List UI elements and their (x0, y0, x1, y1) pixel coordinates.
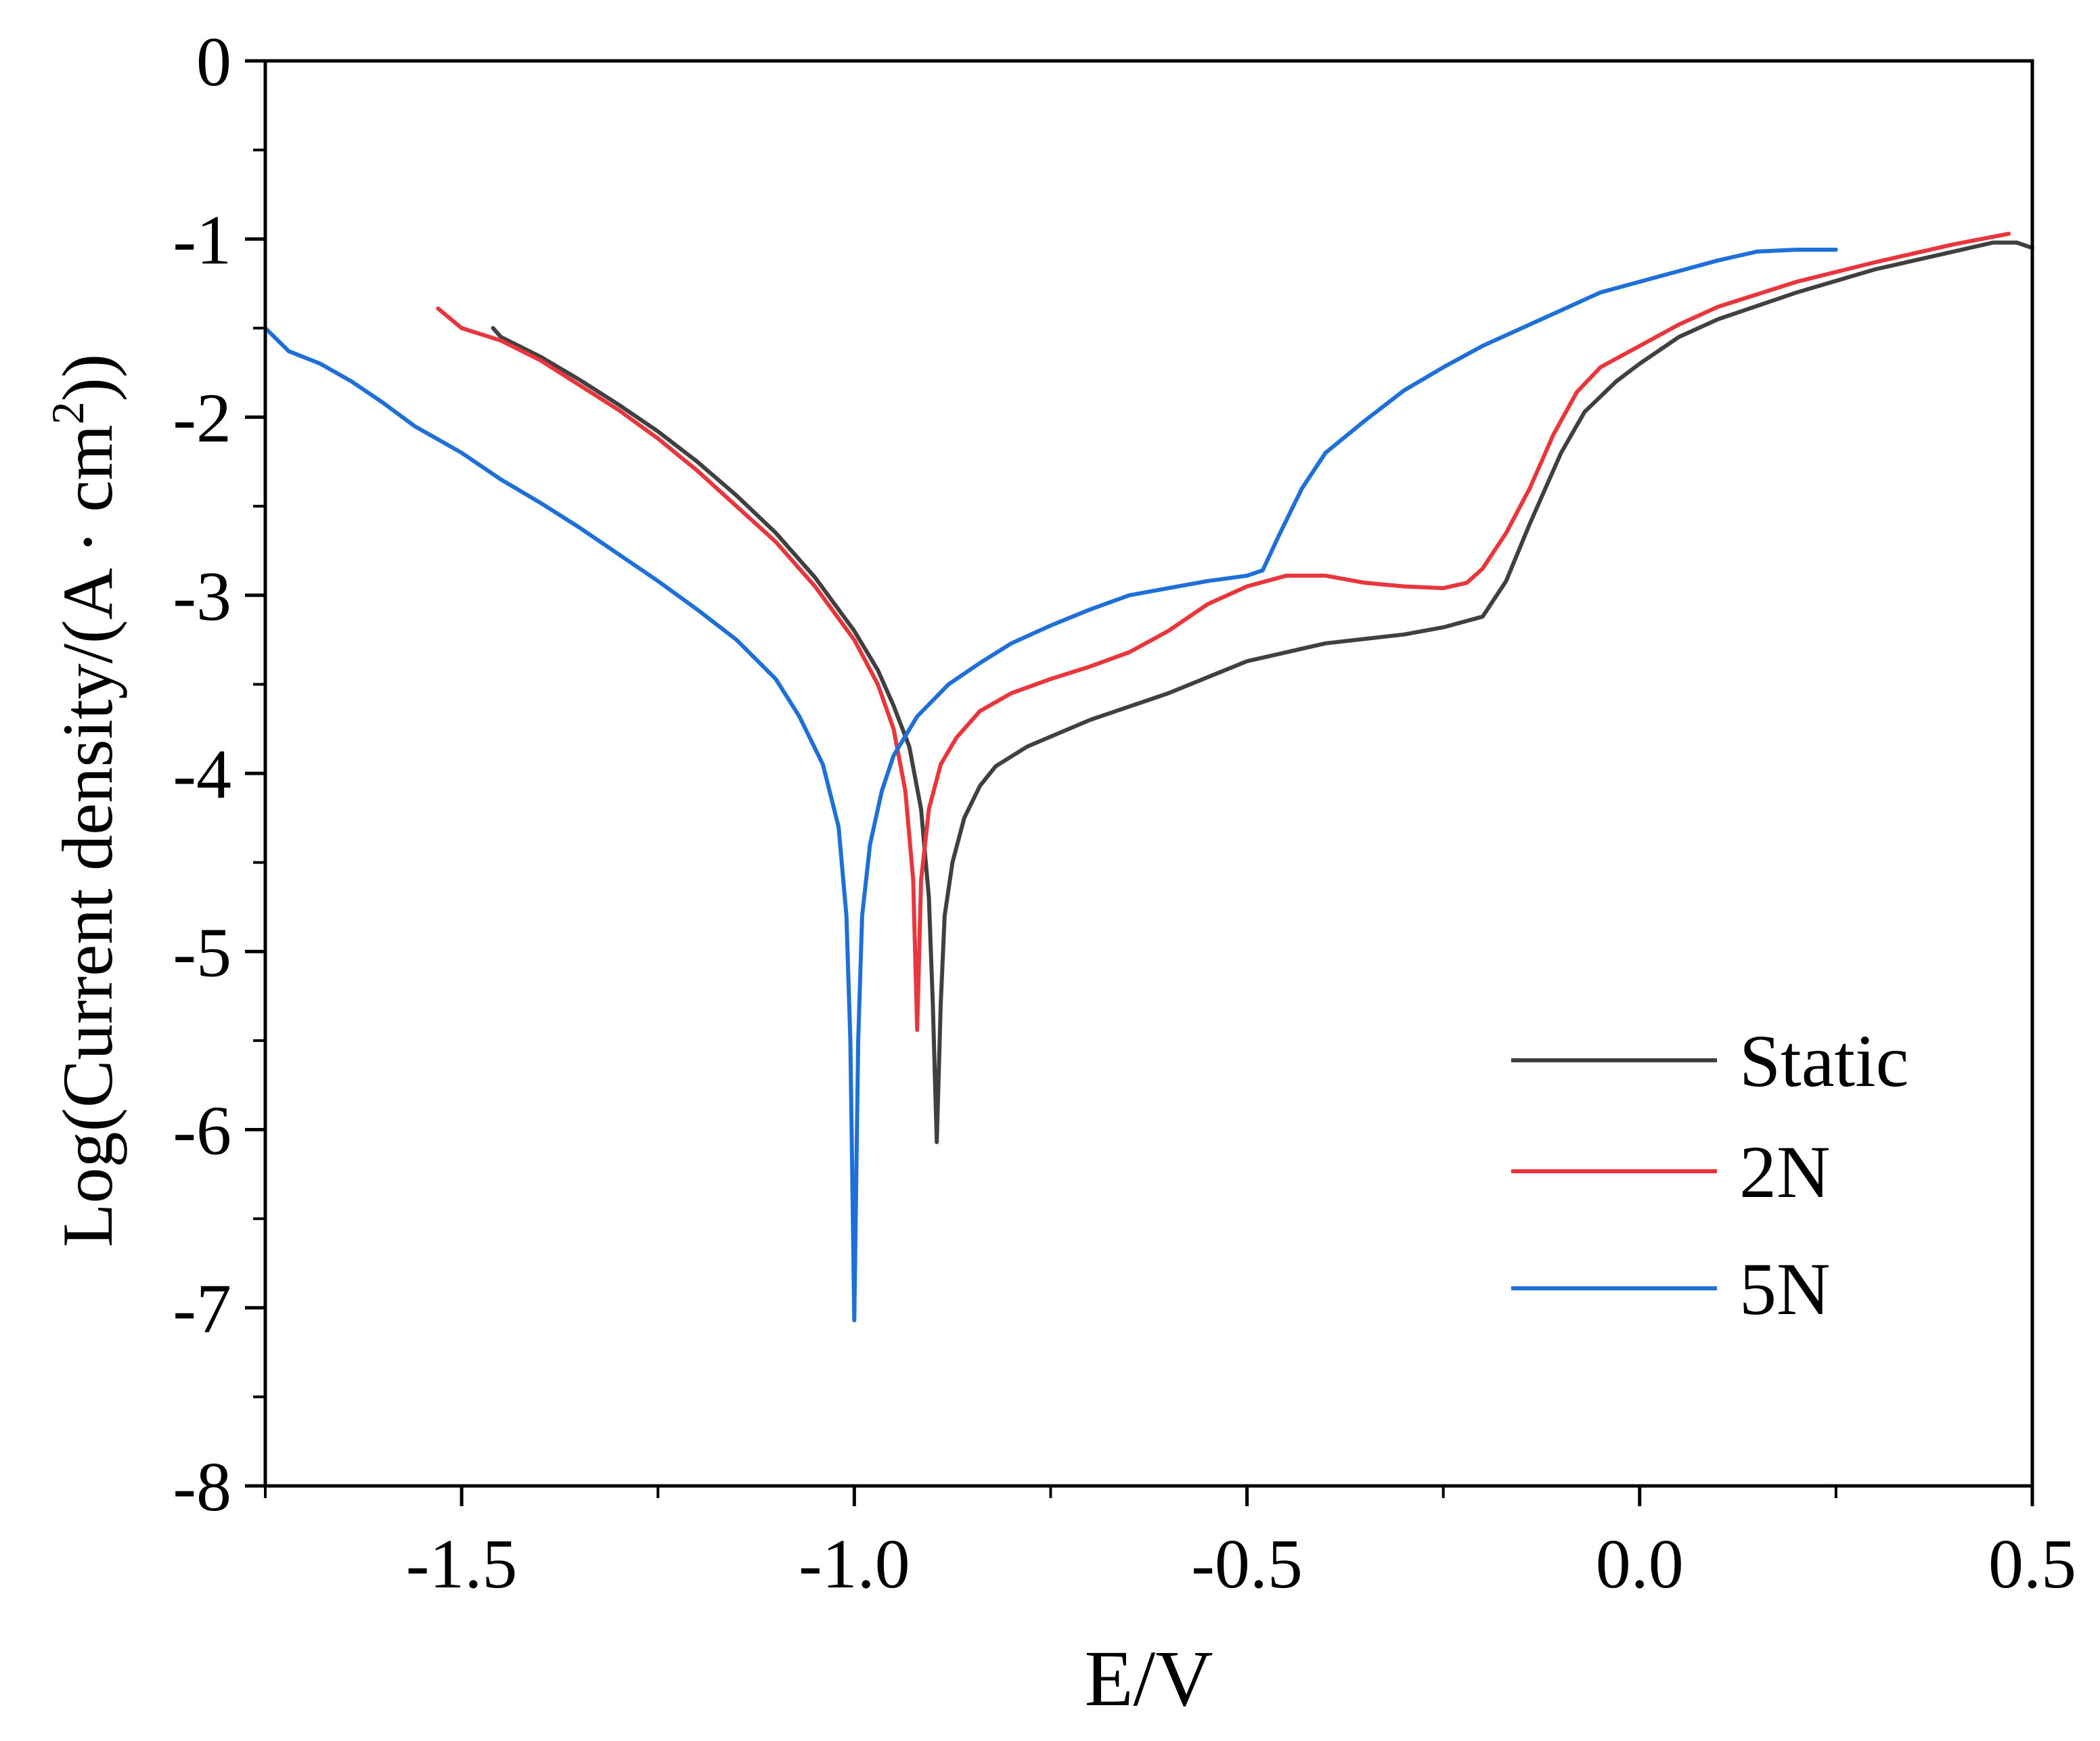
y-tick-label: -3 (173, 558, 231, 635)
legend-label-2n: 2N (1739, 1131, 1830, 1213)
series-line-static (491, 240, 2034, 1144)
y-tick-label: -1 (173, 201, 231, 279)
y-tick-label: -5 (173, 913, 231, 991)
y-tick-label: -2 (173, 380, 231, 457)
y-tick-label: -4 (173, 736, 231, 813)
series-line-2n (436, 231, 2011, 1033)
y-tick-label: -6 (173, 1092, 231, 1170)
y-axis-label-sup: 2 (42, 401, 93, 424)
y-axis-label: Log(Current density/(A · cm2)) (42, 354, 127, 1247)
y-tick-label: 0 (196, 23, 231, 101)
y-tick-label: -8 (173, 1448, 231, 1526)
x-axis-label: E/V (1084, 1634, 1213, 1723)
x-tick-label: -0.5 (1191, 1525, 1303, 1603)
legend-label-static: Static (1739, 1020, 1909, 1102)
y-axis-label-tail: )) (48, 354, 127, 402)
x-tick-label: 0.0 (1596, 1525, 1684, 1603)
plot-frame (263, 59, 2034, 1488)
x-tick-label: 0.5 (1988, 1525, 2076, 1603)
series-layer (263, 231, 2034, 1323)
y-axis-label-main: Log(Current density/(A · cm (48, 424, 127, 1247)
legend: Static 2N 5N (1511, 1020, 1909, 1330)
x-tick-label: -1.5 (406, 1525, 518, 1603)
series-line-5n (263, 248, 1838, 1323)
y-tick-label: -7 (173, 1270, 231, 1348)
axis-ticks (245, 59, 2034, 1506)
tick-labels: -1.5 -1.0 -0.5 0.0 0.5 0 -1 -2 -3 -4 -5 -6 -7 -8 (173, 23, 2076, 1603)
legend-label-5n: 5N (1739, 1248, 1830, 1330)
x-tick-label: -1.0 (799, 1525, 910, 1603)
